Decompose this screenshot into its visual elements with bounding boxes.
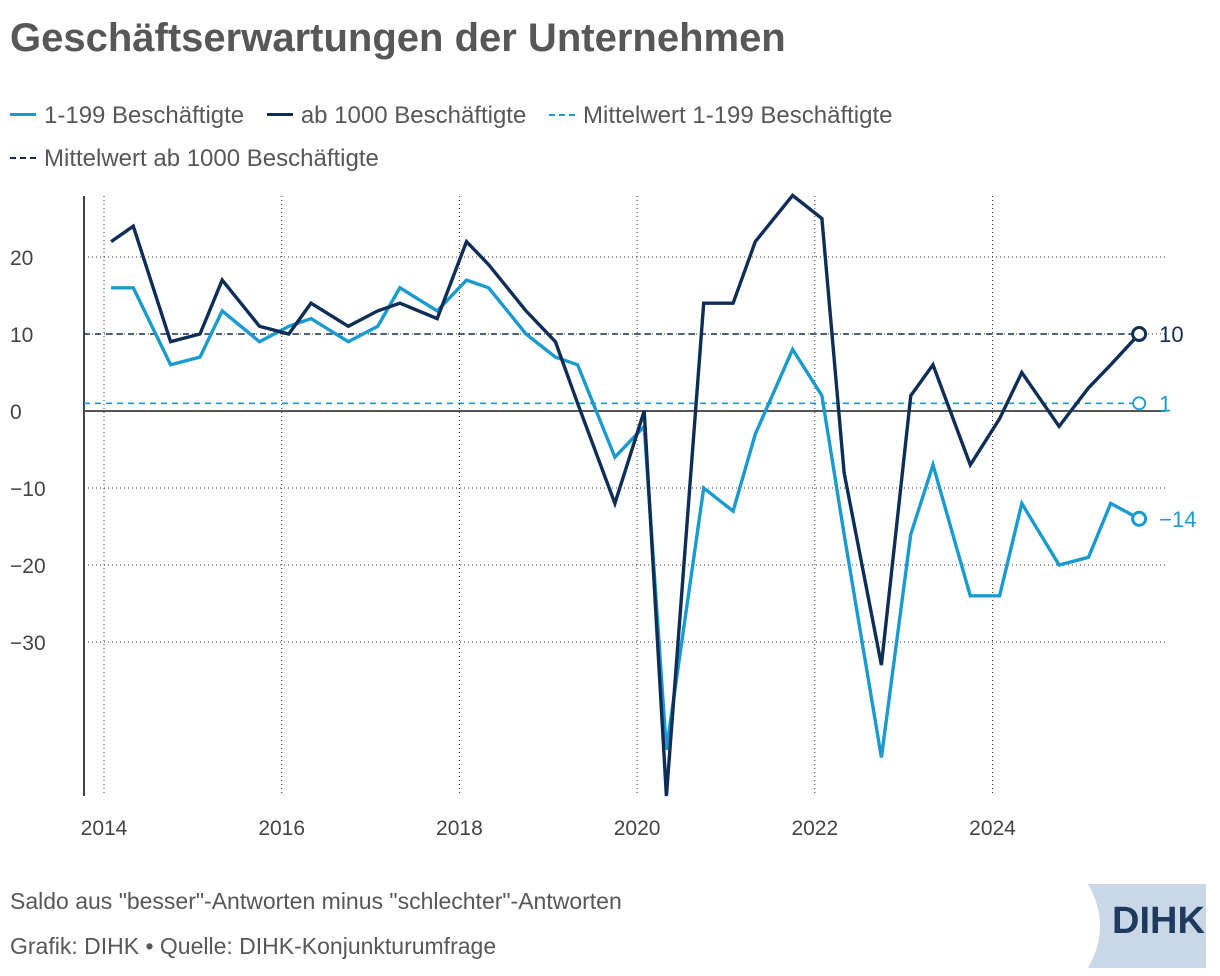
footer-source: Grafik: DIHK • Quelle: DIHK-Konjunkturum… [10, 933, 497, 959]
chart-title: Geschäftserwartungen der Unternehmen [10, 16, 786, 60]
y-tick-label: −30 [10, 632, 46, 655]
end-value-label: 1 [1159, 391, 1171, 416]
end-value-label: 10 [1159, 322, 1183, 347]
end-marker [1131, 510, 1148, 527]
end-value-label: −14 [1159, 507, 1196, 532]
legend-label-mean-large: Mittelwert ab 1000 Beschäftigte [44, 145, 379, 172]
logo-text: DIHK [1112, 900, 1205, 942]
legend-item-mean-large: Mittelwert ab 1000 Beschäftigte [10, 145, 379, 172]
legend-item-mean-small: Mittelwert 1-199 Beschäftigte [549, 102, 892, 129]
x-tick-label: 2018 [436, 817, 483, 840]
series-line-large [110, 193, 1141, 797]
x-tick-label: 2024 [969, 817, 1016, 840]
legend-swatch-mean-small [549, 113, 575, 116]
y-tick-label: 10 [10, 324, 33, 347]
x-tick-label: 2016 [258, 817, 305, 840]
legend-swatch-large [266, 113, 293, 117]
series-line-small [111, 278, 1140, 758]
x-tick-label: 2014 [81, 817, 128, 840]
footer-note: Saldo aus "besser"-Antworten minus "schl… [10, 888, 622, 914]
logo-arc-shape [1050, 884, 1100, 968]
x-tick-label: 2022 [791, 817, 838, 840]
y-tick-label: 20 [10, 247, 33, 270]
legend-swatch-mean-large [10, 156, 36, 159]
y-tick-label: 0 [10, 401, 22, 424]
legend-label-large: ab 1000 Beschäftigte [300, 102, 527, 129]
dihk-logo: DIHK [1050, 884, 1206, 968]
legend-item-large: ab 1000 Beschäftigte [266, 102, 527, 129]
legend-swatch-small [10, 113, 36, 117]
x-tick-label: 2020 [614, 817, 661, 840]
legend-label-small: 1-199 Beschäftigte [44, 102, 245, 129]
end-marker [1131, 326, 1148, 342]
chart-legend: 1-199 Beschäftigte ab 1000 Beschäftigte … [10, 94, 1190, 180]
end-marker [1132, 396, 1147, 411]
legend-label-mean-small: Mittelwert 1-199 Beschäftigte [583, 102, 893, 129]
legend-item-small: 1-199 Beschäftigte [10, 102, 244, 129]
y-tick-label: −10 [10, 478, 46, 501]
y-tick-label: −20 [10, 555, 46, 578]
